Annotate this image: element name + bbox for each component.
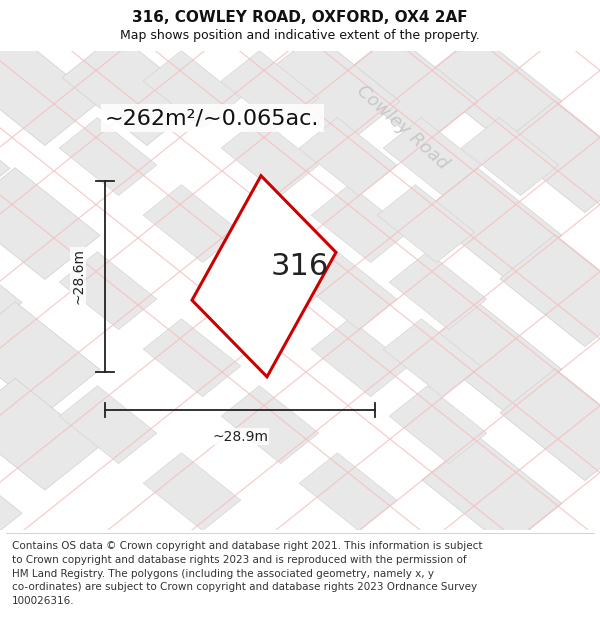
- Polygon shape: [0, 34, 100, 146]
- Polygon shape: [422, 436, 562, 548]
- Polygon shape: [338, 34, 478, 146]
- Polygon shape: [311, 184, 409, 262]
- Polygon shape: [59, 386, 157, 464]
- Text: Cowley Road: Cowley Road: [353, 82, 451, 174]
- Polygon shape: [299, 452, 397, 531]
- Polygon shape: [389, 252, 487, 329]
- Polygon shape: [461, 118, 559, 196]
- Text: ~28.6m: ~28.6m: [71, 248, 85, 304]
- Polygon shape: [143, 452, 241, 531]
- Polygon shape: [260, 34, 400, 146]
- Polygon shape: [389, 386, 487, 464]
- Polygon shape: [299, 118, 397, 196]
- Polygon shape: [0, 446, 22, 557]
- Polygon shape: [500, 235, 600, 346]
- Polygon shape: [311, 319, 409, 397]
- Polygon shape: [377, 184, 475, 262]
- Polygon shape: [422, 168, 562, 279]
- Polygon shape: [0, 235, 22, 346]
- Text: Contains OS data © Crown copyright and database right 2021. This information is : Contains OS data © Crown copyright and d…: [12, 541, 482, 606]
- Polygon shape: [221, 51, 319, 129]
- Polygon shape: [500, 369, 600, 481]
- Polygon shape: [59, 252, 157, 329]
- Text: 316, COWLEY ROAD, OXFORD, OX4 2AF: 316, COWLEY ROAD, OXFORD, OX4 2AF: [132, 10, 468, 25]
- Polygon shape: [59, 118, 157, 196]
- Polygon shape: [422, 302, 562, 414]
- Polygon shape: [143, 51, 241, 129]
- Polygon shape: [500, 101, 600, 212]
- Polygon shape: [0, 302, 100, 414]
- Polygon shape: [0, 378, 100, 490]
- Polygon shape: [143, 319, 241, 397]
- Polygon shape: [62, 34, 202, 146]
- Polygon shape: [192, 176, 336, 377]
- Polygon shape: [221, 118, 319, 196]
- Polygon shape: [0, 101, 10, 212]
- Polygon shape: [299, 252, 397, 329]
- Text: Map shows position and indicative extent of the property.: Map shows position and indicative extent…: [120, 29, 480, 42]
- Polygon shape: [422, 34, 562, 146]
- Polygon shape: [383, 118, 481, 196]
- Polygon shape: [221, 386, 319, 464]
- Polygon shape: [143, 184, 241, 262]
- Text: ~28.9m: ~28.9m: [212, 429, 268, 444]
- Text: 316: 316: [271, 252, 329, 281]
- Polygon shape: [383, 319, 481, 397]
- Polygon shape: [0, 168, 100, 279]
- Text: ~262m²/~0.065ac.: ~262m²/~0.065ac.: [105, 108, 319, 128]
